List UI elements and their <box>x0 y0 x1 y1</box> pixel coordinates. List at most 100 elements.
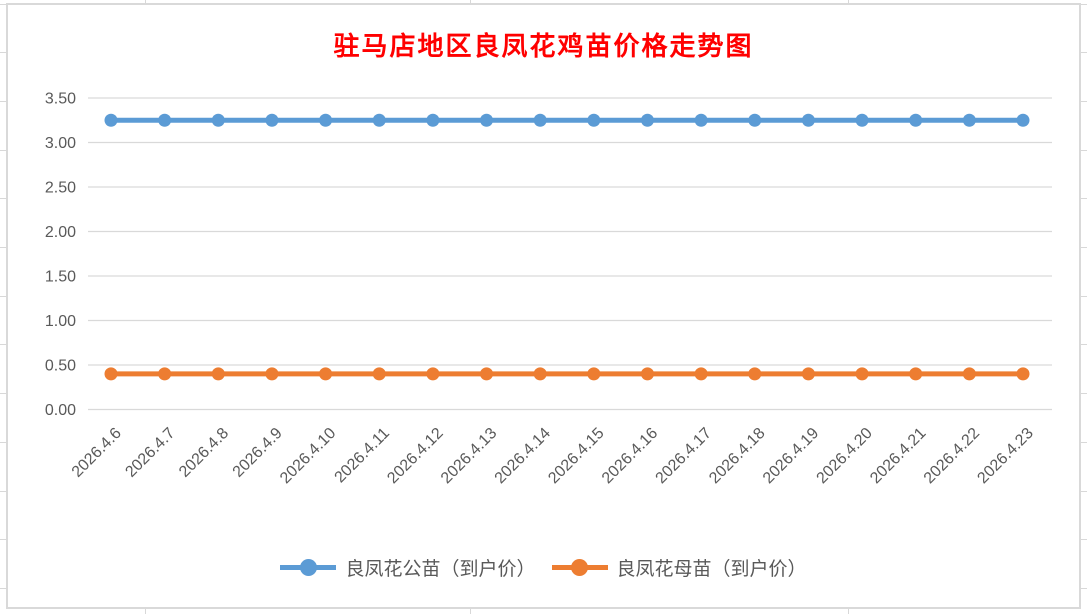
data-point-marker[interactable] <box>211 367 225 381</box>
spreadsheet-gridline <box>1081 393 1087 395</box>
data-point-marker[interactable] <box>533 367 547 381</box>
x-axis-tick-label: 2026.4.23 <box>974 425 1036 487</box>
x-axis-tick-label: 2026.4.20 <box>814 425 876 487</box>
spreadsheet-gridline <box>145 0 146 4</box>
data-point-marker[interactable] <box>426 113 440 127</box>
data-point-marker[interactable] <box>319 367 333 381</box>
x-axis-tick-label: 2026.4.11 <box>332 425 394 487</box>
legend-item-female-chick[interactable]: 良凤花母苗（到户价） <box>551 554 807 581</box>
x-axis-tick-label: 2026.4.18 <box>706 425 768 487</box>
data-point-marker[interactable] <box>587 367 601 381</box>
x-axis-tick-label: 2026.4.6 <box>69 425 125 481</box>
legend-item-male-chick[interactable]: 良凤花公苗（到户价） <box>280 554 536 581</box>
legend-dot <box>299 558 317 576</box>
spreadsheet-gridline <box>1081 539 1087 541</box>
data-point-marker[interactable] <box>640 113 654 127</box>
data-point-marker[interactable] <box>587 113 601 127</box>
x-axis-tick-label: 2026.4.16 <box>599 425 661 487</box>
spreadsheet-gridline <box>0 198 7 200</box>
data-point-marker[interactable] <box>265 367 279 381</box>
data-point-marker[interactable] <box>909 367 923 381</box>
x-axis-tick-label: 2026.4.17 <box>653 425 715 487</box>
legend-line-marker-orange <box>551 558 608 576</box>
spreadsheet-gridline <box>0 344 7 346</box>
x-axis-tick-label: 2026.4.12 <box>384 425 446 487</box>
spreadsheet-gridline <box>470 609 471 614</box>
data-point-marker[interactable] <box>104 367 118 381</box>
data-point-marker[interactable] <box>694 113 708 127</box>
data-point-marker[interactable] <box>801 113 815 127</box>
data-point-marker[interactable] <box>748 113 762 127</box>
legend-line-marker-blue <box>280 558 337 576</box>
data-point-marker[interactable] <box>1016 113 1030 127</box>
spreadsheet-gridline <box>1081 344 1087 346</box>
spreadsheet-gridline <box>0 247 7 248</box>
legend-dot <box>571 558 588 576</box>
data-point-marker[interactable] <box>909 113 923 127</box>
data-point-marker[interactable] <box>480 367 494 381</box>
data-point-marker[interactable] <box>211 113 225 127</box>
data-point-marker[interactable] <box>801 367 815 381</box>
y-axis-tick-label: 2.50 <box>45 180 76 197</box>
data-point-marker[interactable] <box>694 367 708 381</box>
y-axis-tick-label: 2.00 <box>45 224 76 241</box>
y-axis-tick-label: 0.00 <box>45 402 76 419</box>
x-axis-tick-label: 2026.4.21 <box>867 425 929 487</box>
spreadsheet-gridline <box>1081 490 1087 492</box>
spreadsheet-gridline <box>1081 149 1087 151</box>
spreadsheet-gridline <box>1081 441 1087 443</box>
data-point-marker[interactable] <box>533 113 547 127</box>
spreadsheet-gridline <box>0 52 7 54</box>
spreadsheet-gridline <box>1081 198 1087 200</box>
legend-label-male-chick: 良凤花公苗（到户价） <box>345 558 536 580</box>
spreadsheet-gridline <box>0 295 7 297</box>
data-point-marker[interactable] <box>158 113 172 127</box>
data-point-marker[interactable] <box>319 113 333 127</box>
chart-canvas[interactable] <box>6 3 1081 609</box>
data-point-marker[interactable] <box>855 113 869 127</box>
legend-label-female-chick: 良凤花母苗（到户价） <box>616 558 807 580</box>
spreadsheet-gridline <box>0 587 7 589</box>
data-point-marker[interactable] <box>962 367 976 381</box>
data-point-marker[interactable] <box>158 367 172 381</box>
data-point-marker[interactable] <box>372 367 386 381</box>
spreadsheet-gridline <box>0 441 7 443</box>
chart-legend: 良凤花公苗（到户价） 良凤花母苗（到户价） <box>0 550 1087 584</box>
data-point-marker[interactable] <box>265 113 279 127</box>
spreadsheet-gridline <box>1081 3 1087 5</box>
data-point-marker[interactable] <box>962 113 976 127</box>
data-point-marker[interactable] <box>640 367 654 381</box>
y-axis-tick-label: 1.50 <box>45 269 76 286</box>
spreadsheet-gridline <box>470 0 471 4</box>
spreadsheet-gridline <box>1081 295 1087 297</box>
x-axis-tick-label: 2026.4.7 <box>122 425 178 481</box>
spreadsheet-gridline <box>1081 52 1087 54</box>
data-point-marker[interactable] <box>748 367 762 381</box>
y-axis-tick-label: 0.50 <box>45 358 76 375</box>
spreadsheet-gridline <box>1081 247 1087 248</box>
x-axis-tick-label: 2026.4.14 <box>492 425 554 487</box>
data-point-marker[interactable] <box>426 367 440 381</box>
x-axis-tick-label: 2026.4.10 <box>277 425 339 487</box>
y-axis-tick-label: 3.50 <box>45 91 76 108</box>
spreadsheet-gridline <box>1081 587 1087 589</box>
data-point-marker[interactable] <box>855 367 869 381</box>
data-point-marker[interactable] <box>480 113 494 127</box>
spreadsheet-gridline <box>0 149 7 151</box>
x-axis-tick-label: 2026.4.8 <box>176 425 232 481</box>
x-axis-tick-label: 2026.4.22 <box>921 425 983 487</box>
spreadsheet-gridline <box>1081 100 1087 102</box>
data-point-marker[interactable] <box>1016 367 1030 381</box>
y-axis-tick-label: 3.00 <box>45 135 76 152</box>
x-axis-tick-label: 2026.4.19 <box>760 425 822 487</box>
spreadsheet-gridline <box>848 0 849 4</box>
spreadsheet-gridline <box>0 3 7 5</box>
data-point-marker[interactable] <box>372 113 386 127</box>
chart-title[interactable]: 驻马店地区良凤花鸡苗价格走势图 <box>333 32 754 61</box>
spreadsheet-gridline <box>0 100 7 102</box>
data-point-marker[interactable] <box>104 113 118 127</box>
spreadsheet-gridline <box>0 539 7 541</box>
spreadsheet-gridline <box>848 609 849 614</box>
